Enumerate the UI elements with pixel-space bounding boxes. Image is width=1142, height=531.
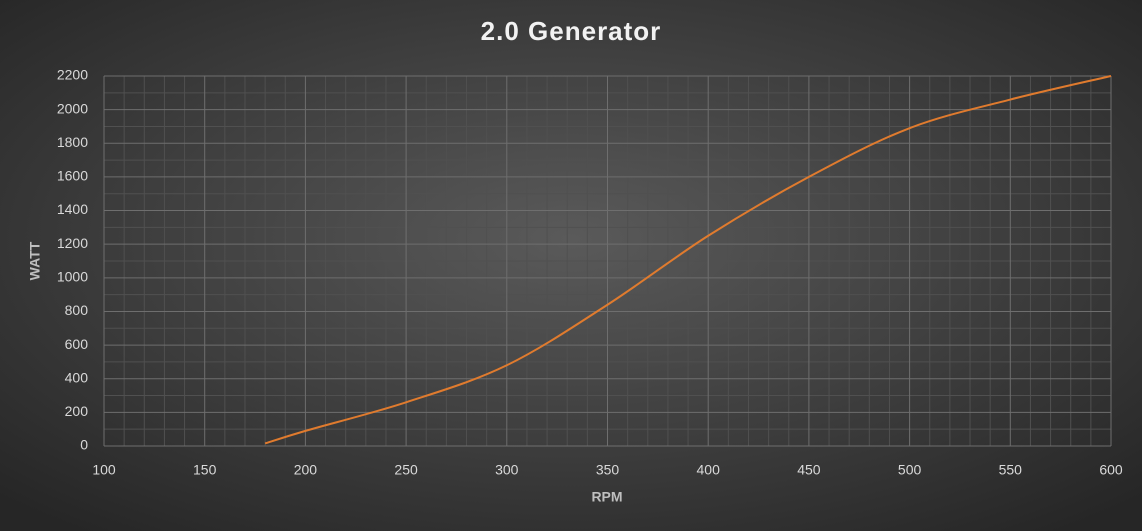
x-tick-label: 300 [495,462,519,478]
x-tick-label: 150 [193,462,217,478]
chart-title: 2.0 Generator [481,16,662,46]
y-tick-label: 1400 [57,201,88,217]
y-tick-label: 1800 [57,134,88,150]
y-tick-label: 2200 [57,67,88,83]
x-tick-label: 250 [394,462,418,478]
x-tick-label: 600 [1099,462,1123,478]
y-tick-label: 200 [65,403,89,419]
y-tick-label: 600 [65,336,89,352]
x-tick-label: 400 [697,462,721,478]
grid [103,75,1112,447]
x-tick-label: 500 [898,462,922,478]
y-tick-label: 400 [65,369,89,385]
y-tick-label: 1200 [57,235,88,251]
x-tick-label: 100 [92,462,116,478]
y-tick-label: 0 [80,437,88,453]
y-tick-label: 2000 [57,100,88,116]
y-axis-label: WATT [27,241,43,280]
y-tick-label: 1600 [57,168,88,184]
x-tick-label: 350 [596,462,620,478]
x-tick-label: 550 [999,462,1023,478]
x-tick-label: 200 [294,462,318,478]
data-line [264,75,1112,445]
y-tick-label: 1000 [57,269,88,285]
x-tick-label: 450 [797,462,821,478]
x-axis-label: RPM [591,489,622,505]
y-tick-label: 800 [65,302,89,318]
